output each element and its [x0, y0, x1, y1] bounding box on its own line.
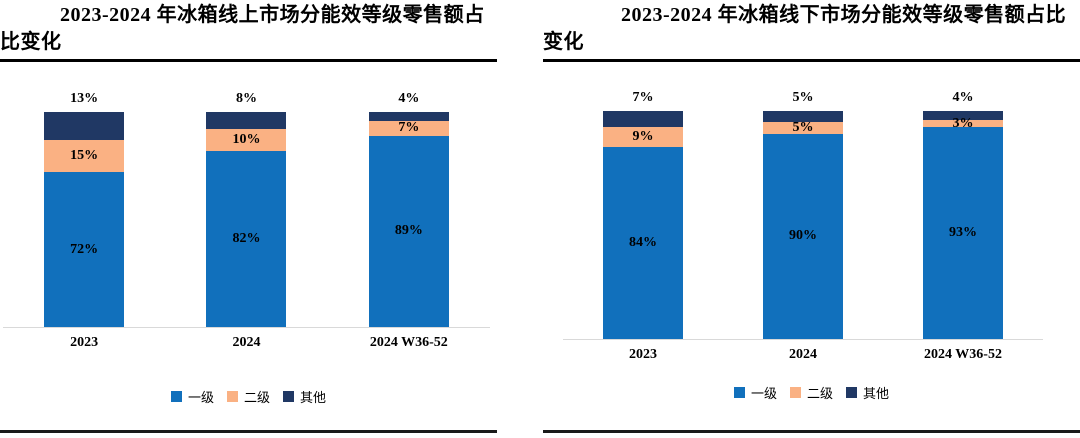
legend-swatch-tier1	[733, 387, 745, 398]
bar-column: 13% 15% 72%	[3, 91, 165, 327]
plot-area-offline: 7% 9% 84% 5% 5% 90% 4% 3% 93%	[563, 62, 1043, 340]
bar-stack-2024: 5% 5% 90%	[763, 90, 843, 339]
bar-top-label-other: 8%	[235, 91, 257, 107]
legend-swatch-tier2	[226, 391, 238, 402]
bar-segment-other	[44, 112, 125, 140]
bar-column: 8% 10% 82%	[165, 91, 327, 327]
title-underline	[543, 59, 1080, 62]
bar-column: 7% 9% 84%	[563, 90, 723, 339]
x-axis-labels: 2023 2024 2024 W36-52	[3, 335, 490, 351]
bar-segment-other	[603, 111, 683, 127]
bar-column: 4% 3% 93%	[883, 90, 1043, 339]
bar-segment-other	[206, 112, 287, 130]
x-label-2024: 2024	[789, 347, 817, 362]
bar-top-label-other: 5%	[792, 90, 814, 106]
legend: 一级 二级 其他	[543, 383, 1080, 402]
chart-panel-offline: 2023-2024 年冰箱线下市场分能效等级零售额占比变化 7% 9% 84% 5% 5…	[543, 0, 1080, 438]
bar-segment-tier2: 10%	[206, 129, 287, 151]
bar-segment-tier2: 9%	[603, 126, 683, 148]
bar-segment-tier1: 89%	[368, 135, 449, 327]
bar-segment-tier1: 84%	[603, 147, 683, 339]
x-label-2024: 2024	[232, 335, 261, 350]
legend-item-tier1: 一级	[733, 383, 777, 402]
legend-label-tier2: 二级	[806, 386, 833, 401]
bar-segment-other	[763, 111, 843, 123]
title-underline	[0, 59, 497, 62]
bar-stack-2024 W36-52: 4% 7% 89%	[368, 91, 449, 327]
bar-top-label-other: 7%	[632, 90, 654, 106]
legend-item-other: 其他	[283, 387, 326, 406]
bottom-rule	[0, 430, 497, 433]
legend-item-other: 其他	[846, 383, 889, 402]
bottom-rule	[543, 430, 1080, 433]
legend-label-tier1: 一级	[187, 390, 214, 405]
bar-segment-tier1: 72%	[44, 172, 125, 327]
bar-top-label-other: 4%	[952, 90, 974, 106]
x-label-2023: 2023	[629, 347, 657, 362]
chart-title-online: 2023-2024 年冰箱线上市场分能效等级零售额占比变化	[0, 4, 485, 53]
bar-segment-tier2: 5%	[763, 120, 843, 135]
bar-segment-tier1: 93%	[923, 126, 1003, 339]
legend-swatch-other	[846, 387, 857, 398]
chart-title-offline: 2023-2024 年冰箱线下市场分能效等级零售额占比变化	[543, 4, 1067, 53]
legend: 一级 二级 其他	[0, 387, 497, 406]
bar-column: 5% 5% 90%	[723, 90, 883, 339]
legend-swatch-tier1	[170, 391, 182, 402]
bar-segment-tier1: 82%	[206, 150, 287, 327]
x-label-2024-w36-52: 2024 W36-52	[924, 347, 1002, 362]
x-axis-labels: 2023 2024 2024 W36-52	[563, 347, 1043, 363]
plot-area-online: 13% 15% 72% 8% 10% 82% 4% 7% 89%	[3, 62, 490, 328]
legend-label-other: 其他	[863, 386, 890, 401]
bar-top-label-other: 13%	[70, 91, 99, 107]
bar-stack-2023: 7% 9% 84%	[603, 90, 683, 339]
bar-segment-tier2: 15%	[44, 139, 125, 173]
legend-label-tier2: 二级	[243, 390, 270, 405]
legend-item-tier1: 一级	[170, 387, 214, 406]
bar-column: 4% 7% 89%	[328, 91, 490, 327]
bar-segment-other	[368, 112, 449, 121]
bar-segment-tier1: 90%	[763, 133, 843, 339]
x-label-2024-w36-52: 2024 W36-52	[369, 335, 448, 350]
legend-label-other: 其他	[300, 390, 327, 405]
bar-segment-tier2: 7%	[368, 121, 449, 136]
chart-panel-online: 2023-2024 年冰箱线上市场分能效等级零售额占比变化 13% 15% 72% 8…	[0, 0, 497, 438]
legend-item-tier2: 二级	[789, 383, 833, 402]
bar-segment-other	[923, 111, 1003, 121]
x-label-2023: 2023	[70, 335, 99, 350]
bar-stack-2024 W36-52: 4% 3% 93%	[923, 90, 1003, 339]
bar-stack-2023: 13% 15% 72%	[44, 91, 125, 327]
bar-segment-tier2: 3%	[923, 116, 1003, 130]
bar-stack-2024: 8% 10% 82%	[206, 91, 287, 327]
legend-label-tier1: 一级	[750, 386, 777, 401]
legend-swatch-other	[283, 391, 294, 402]
legend-swatch-tier2	[789, 387, 801, 398]
bar-top-label-other: 4%	[398, 91, 420, 107]
legend-item-tier2: 二级	[226, 387, 270, 406]
